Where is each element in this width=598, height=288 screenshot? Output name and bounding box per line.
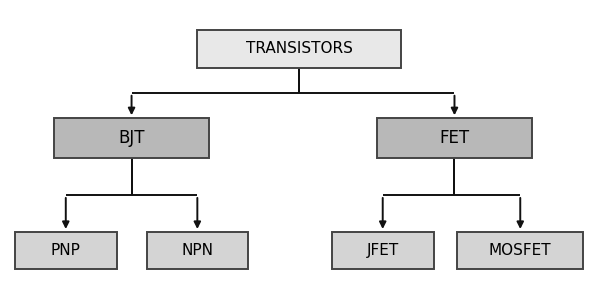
- Text: BJT: BJT: [118, 129, 145, 147]
- Bar: [457, 232, 583, 269]
- Text: NPN: NPN: [181, 243, 213, 258]
- Text: PNP: PNP: [51, 243, 81, 258]
- Text: FET: FET: [440, 129, 469, 147]
- Text: TRANSISTORS: TRANSISTORS: [246, 41, 352, 56]
- Text: JFET: JFET: [367, 243, 399, 258]
- Bar: [147, 232, 248, 269]
- Bar: [332, 232, 434, 269]
- Bar: [15, 232, 117, 269]
- Bar: [54, 118, 209, 158]
- Text: MOSFET: MOSFET: [489, 243, 551, 258]
- Bar: [197, 30, 401, 68]
- Bar: [377, 118, 532, 158]
